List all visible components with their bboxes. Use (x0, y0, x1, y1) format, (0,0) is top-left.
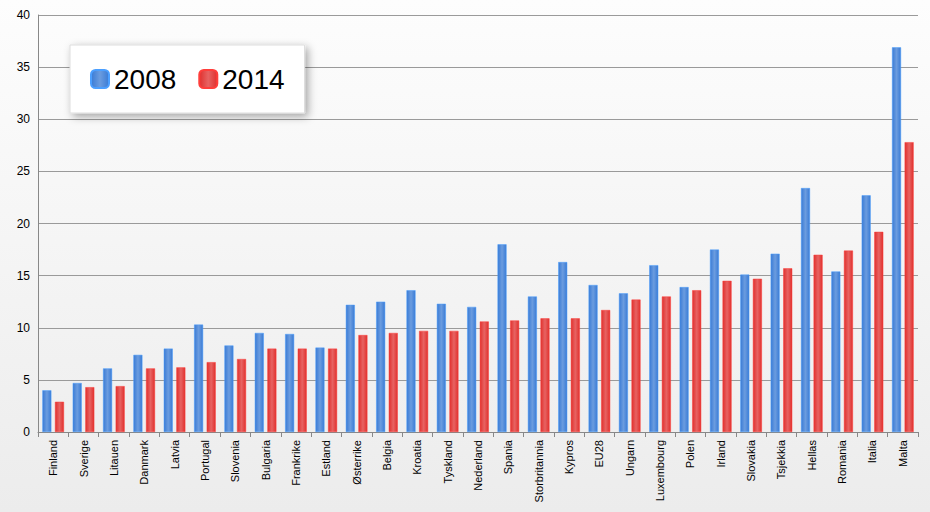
svg-text:Slovenia: Slovenia (229, 439, 241, 482)
svg-text:Malta: Malta (897, 439, 909, 467)
svg-text:Tyskland: Tyskland (442, 440, 454, 483)
svg-text:Luxembourg: Luxembourg (654, 440, 666, 501)
svg-text:Storbritannia: Storbritannia (533, 439, 545, 502)
svg-text:Nederland: Nederland (472, 440, 484, 491)
svg-text:25: 25 (17, 164, 31, 178)
svg-text:Kypros: Kypros (563, 440, 575, 475)
svg-text:2008: 2008 (114, 64, 176, 95)
svg-text:30: 30 (17, 112, 31, 126)
svg-text:Sverige: Sverige (78, 440, 90, 477)
svg-text:EU28: EU28 (593, 440, 605, 468)
svg-text:Bulgaria: Bulgaria (260, 439, 272, 480)
svg-text:35: 35 (17, 60, 31, 74)
svg-text:Ungarn: Ungarn (624, 440, 636, 476)
svg-text:10: 10 (17, 321, 31, 335)
svg-text:Polen: Polen (684, 440, 696, 468)
svg-text:Hellas: Hellas (806, 440, 818, 471)
svg-text:Danmark: Danmark (138, 440, 150, 485)
svg-text:Østerrike: Østerrike (351, 440, 363, 485)
svg-text:Latvia: Latvia (169, 439, 181, 469)
svg-text:Finland: Finland (47, 440, 59, 476)
svg-text:2014: 2014 (222, 64, 284, 95)
svg-text:Irland: Irland (715, 440, 727, 468)
svg-text:Belgia: Belgia (381, 439, 393, 470)
svg-text:40: 40 (17, 8, 31, 22)
svg-text:Kroatia: Kroatia (411, 439, 423, 475)
svg-text:Romania: Romania (836, 439, 848, 484)
svg-text:15: 15 (17, 269, 31, 283)
svg-text:Slovakia: Slovakia (745, 439, 757, 481)
svg-text:Spania: Spania (502, 439, 514, 474)
svg-text:Frankrike: Frankrike (290, 440, 302, 486)
svg-text:0: 0 (23, 425, 30, 439)
svg-text:Italia: Italia (866, 439, 878, 463)
svg-text:20: 20 (17, 217, 31, 231)
svg-text:5: 5 (23, 373, 30, 387)
svg-text:Estland: Estland (320, 440, 332, 477)
svg-text:Litauen: Litauen (108, 440, 120, 476)
svg-text:Tsjekkia: Tsjekkia (775, 439, 787, 479)
svg-text:Portugal: Portugal (199, 440, 211, 481)
